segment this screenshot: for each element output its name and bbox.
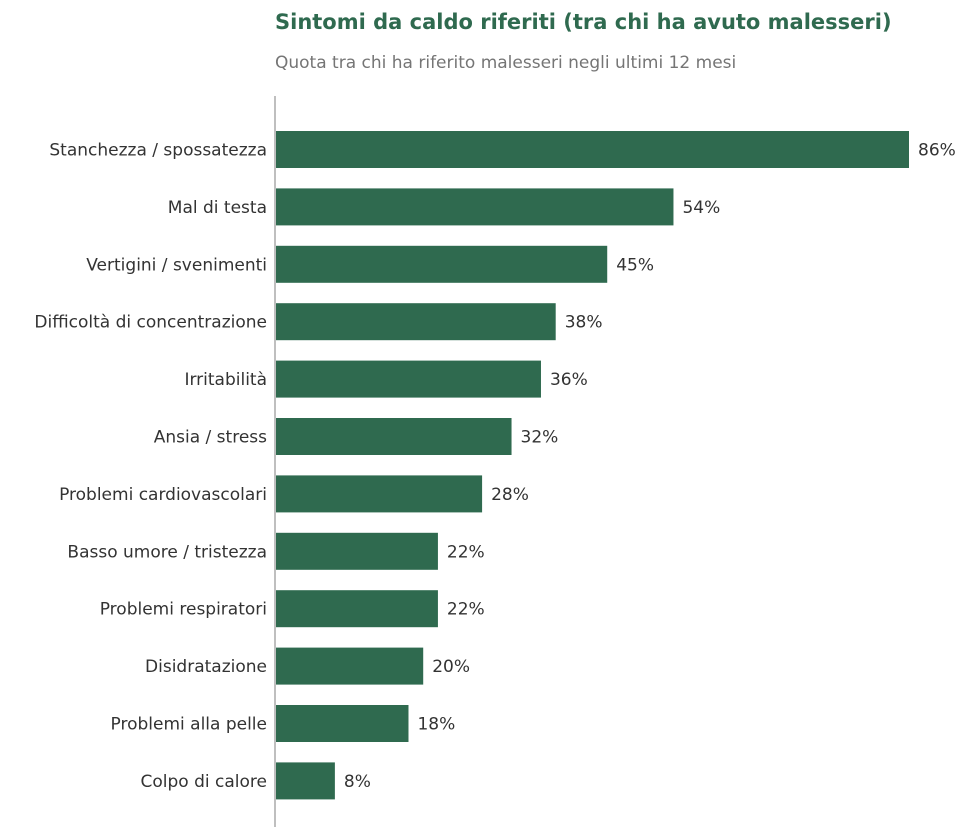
bar xyxy=(276,762,335,800)
category-label: Problemi alla pelle xyxy=(111,715,267,735)
value-label: 86% xyxy=(918,141,956,161)
value-label: 36% xyxy=(550,370,588,390)
chart-subtitle: Quota tra chi ha riferito malesseri negl… xyxy=(275,53,737,73)
bar xyxy=(276,475,483,513)
bar xyxy=(276,188,674,226)
category-label: Colpo di calore xyxy=(141,772,267,792)
value-label: 18% xyxy=(417,715,455,735)
bar xyxy=(276,647,424,685)
bar xyxy=(276,360,541,398)
category-label: Basso umore / tristezza xyxy=(67,542,267,562)
value-label: 28% xyxy=(491,485,529,505)
value-label: 22% xyxy=(447,542,485,562)
category-label: Problemi respiratori xyxy=(100,600,267,620)
category-label: Mal di testa xyxy=(168,198,267,218)
value-label: 8% xyxy=(344,772,371,792)
category-label: Ansia / stress xyxy=(154,428,267,448)
value-label: 38% xyxy=(565,313,603,333)
bar xyxy=(276,532,438,570)
category-label: Stanchezza / spossatezza xyxy=(49,141,267,161)
bar xyxy=(276,131,909,168)
category-label: Irritabilità xyxy=(184,370,267,390)
value-label: 32% xyxy=(521,428,559,448)
category-label: Difficoltà di concentrazione xyxy=(34,313,267,333)
bar xyxy=(276,418,512,455)
value-label: 54% xyxy=(682,198,720,218)
value-label: 45% xyxy=(616,255,654,275)
category-label: Vertigini / svenimenti xyxy=(86,255,267,275)
bar xyxy=(276,590,438,628)
category-label: Disidratazione xyxy=(145,657,267,677)
bar xyxy=(276,245,608,283)
chart-title: Sintomi da caldo riferiti (tra chi ha av… xyxy=(275,10,892,34)
category-label: Problemi cardiovascolari xyxy=(59,485,267,505)
bar xyxy=(276,303,556,341)
value-label: 22% xyxy=(447,600,485,620)
value-label: 20% xyxy=(432,657,470,677)
bar xyxy=(276,705,409,742)
